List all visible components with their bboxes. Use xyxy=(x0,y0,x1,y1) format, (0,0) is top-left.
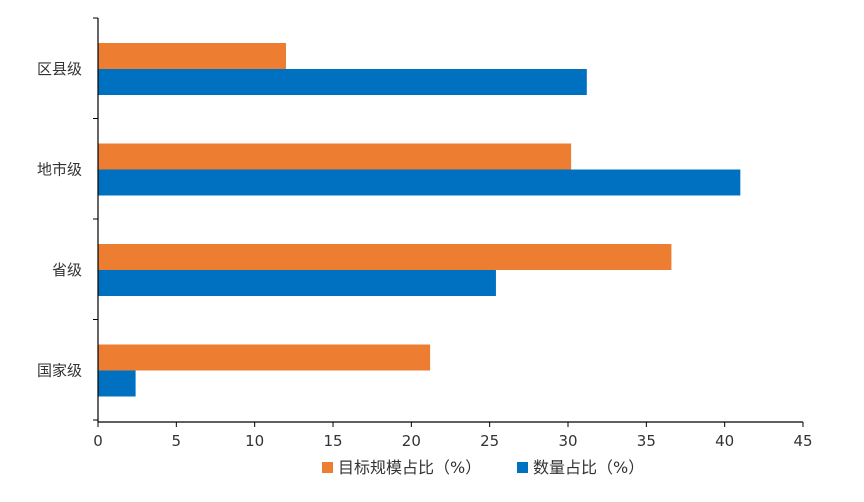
bar-count-1 xyxy=(98,169,741,196)
bar-target-scale-1 xyxy=(98,143,572,170)
bar-target-scale-3 xyxy=(98,344,431,371)
legend-swatch-target-scale xyxy=(322,462,333,473)
x-tick-label-9: 45 xyxy=(793,432,812,450)
bar-count-3 xyxy=(98,370,136,397)
x-tick-label-1: 5 xyxy=(172,432,182,450)
x-tick-label-2: 10 xyxy=(245,432,264,450)
x-tick-label-5: 25 xyxy=(480,432,499,450)
category-label-3: 国家级 xyxy=(37,362,82,380)
bar-target-scale-2 xyxy=(98,244,672,270)
x-tick-label-8: 40 xyxy=(715,432,734,450)
legend-label-count: 数量占比（%） xyxy=(533,458,644,477)
legend: 目标规模占比（%） 数量占比（%） xyxy=(322,458,644,477)
bar-target-scale-0 xyxy=(98,43,286,69)
legend-swatch-count xyxy=(517,462,528,473)
x-tick-label-6: 30 xyxy=(558,432,577,450)
bar-count-0 xyxy=(98,69,587,95)
x-tick-label-3: 15 xyxy=(323,432,342,450)
legend-label-target-scale: 目标规模占比（%） xyxy=(338,458,481,477)
bar-count-2 xyxy=(98,270,496,296)
bars-group xyxy=(98,43,741,397)
category-label-0: 区县级 xyxy=(37,60,82,78)
x-tick-label-0: 0 xyxy=(93,432,103,450)
axes-group xyxy=(93,17,804,427)
category-label-1: 地市级 xyxy=(37,161,82,179)
x-tick-label-4: 20 xyxy=(402,432,421,450)
x-tick-label-7: 35 xyxy=(637,432,656,450)
category-label-2: 省级 xyxy=(52,261,82,279)
